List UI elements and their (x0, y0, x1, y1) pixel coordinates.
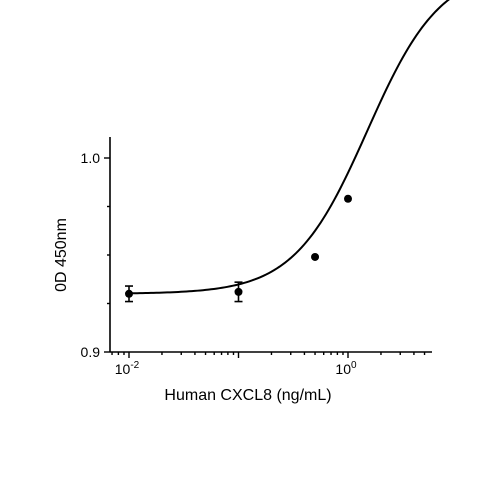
x-tick-base: 10 (115, 361, 131, 377)
x-tick-base: 10 (335, 361, 351, 377)
data-point (125, 289, 133, 298)
ticks: 0.91.01.110-2100102 (81, 150, 426, 377)
y-tick-label: 1.0 (81, 150, 101, 166)
axes (109, 137, 432, 353)
data-point (234, 287, 243, 296)
y-tick-label: 0.9 (81, 344, 101, 360)
x-tick-exponent: -2 (130, 360, 139, 371)
data-points (125, 194, 352, 303)
x-tick-label: 100 (335, 360, 357, 377)
x-tick-label: 10-2 (115, 360, 140, 377)
y-axis-title: 0D 450nm (53, 218, 70, 292)
data-point (344, 194, 352, 203)
data-point (311, 252, 320, 261)
x-tick-exponent: 0 (351, 360, 357, 371)
x-axis-title: Human CXCL8 (ng/mL) (164, 387, 331, 404)
fit-curve-group (128, 0, 450, 295)
fit-curve (128, 0, 450, 295)
